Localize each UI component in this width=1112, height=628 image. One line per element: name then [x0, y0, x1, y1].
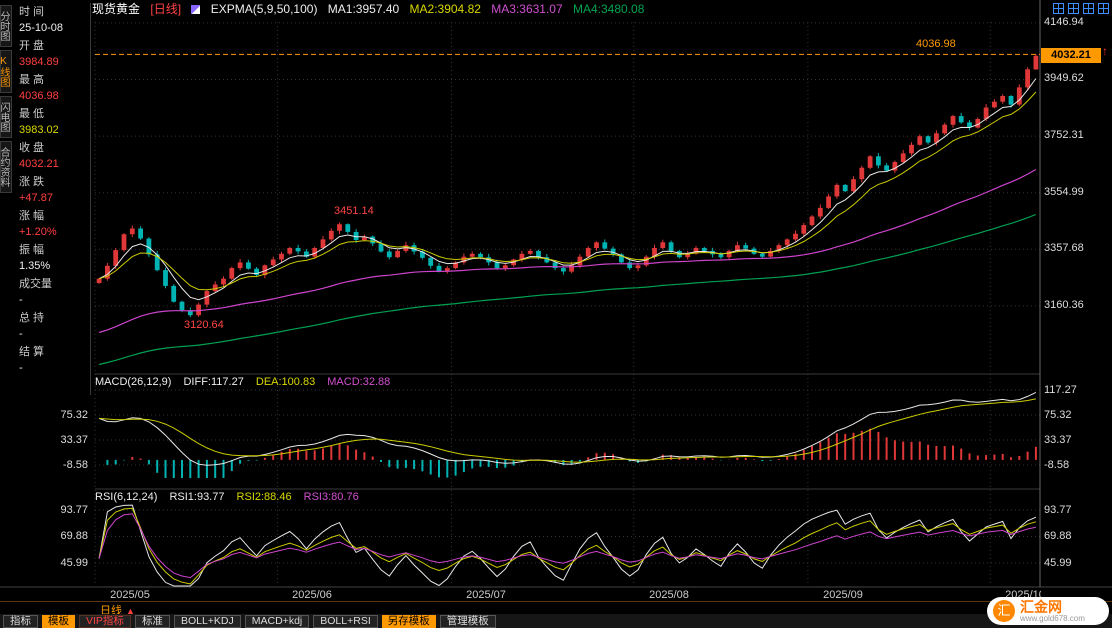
logo-url: www.gold678.com [1020, 613, 1085, 623]
rsi3-value: RSI3:80.76 [303, 491, 359, 503]
annotation-trough: 3120.64 [184, 319, 224, 331]
tab-contract-info[interactable]: 合约资料 [0, 141, 12, 193]
macd-dea-value: DEA:100.83 [255, 376, 316, 388]
button-boll-kdj[interactable]: BOLL+KDJ [173, 615, 241, 628]
chart-header: 现货黄金 [日线] EXPMA(5,9,50,100) MA1:3957.40 … [92, 0, 651, 18]
time-axis-label: 2025/07 [466, 589, 506, 601]
field-volume: 成交量 - [19, 278, 52, 306]
button-boll-rsi[interactable]: BOLL+RSI [313, 615, 378, 628]
rsi1-value: RSI1:93.77 [169, 491, 225, 503]
field-amplitude: 振 幅 1.35% [19, 244, 51, 272]
layout-grid-icon-3[interactable] [1083, 3, 1094, 14]
time-axis-label: 2025/08 [649, 589, 689, 601]
field-change-pct: 涨 幅 +1.20% [19, 210, 57, 238]
field-close: 收 盘 4032.21 [19, 142, 59, 170]
field-open: 开 盘 3984.89 [19, 40, 59, 68]
rsi-axis-label: 69.88 [60, 530, 88, 542]
button-indicators[interactable]: 指标 [3, 615, 38, 628]
macd-panel-header[interactable]: MACD(26,12,9) DIFF:117.27 DEA:100.83 MAC… [95, 376, 399, 389]
layout-icons [1053, 3, 1109, 14]
layout-grid-icon-1[interactable] [1053, 3, 1064, 14]
button-templates[interactable]: 模板 [42, 615, 75, 628]
period-tag[interactable]: [日线] [150, 2, 182, 16]
macd-axis-label: -8.58 [1044, 459, 1070, 471]
period-up-triangle-icon[interactable]: ▲ [126, 606, 135, 616]
ma1-value: MA1:3957.40 [327, 2, 400, 16]
rsi-axis-label: 93.77 [60, 504, 88, 516]
ma2-value: MA2:3904.82 [409, 2, 481, 16]
price-axis-label: 3752.31 [1044, 129, 1084, 141]
rsi-axis-label: 69.88 [1044, 530, 1072, 542]
macd-axis-label: 33.37 [1044, 434, 1072, 446]
rsi2-value: RSI2:88.46 [236, 491, 292, 503]
ma4-value: MA4:3480.08 [573, 2, 645, 16]
period-row: 日线 ▲ [0, 601, 1112, 617]
tab-kline-chart[interactable]: K线图 [0, 50, 12, 93]
layout-grid-icon-4[interactable] [1098, 3, 1109, 14]
indicator-label[interactable]: EXPMA(5,9,50,100) [210, 2, 318, 16]
field-low: 最 低 3983.02 [19, 108, 59, 136]
field-change: 涨 跌 +47.87 [19, 176, 53, 204]
macd-title: MACD(26,12,9) [95, 376, 172, 388]
bottom-toolbar: 指标 模板 VIP指标 标准 BOLL+KDJ MACD+kdj BOLL+RS… [0, 614, 1112, 628]
macd-hist-value: MACD:32.88 [327, 376, 391, 388]
macd-axis-label: -8.58 [62, 459, 88, 471]
rsi-axis-label: 93.77 [1044, 504, 1072, 516]
logo-name: 汇金网 [1020, 598, 1062, 615]
button-save-template[interactable]: 另存模板 [381, 615, 436, 628]
macd-axis-label: 117.27 [1044, 384, 1077, 396]
field-open-interest: 总 持- [19, 312, 45, 340]
field-settlement: 结 算- [19, 346, 45, 374]
ma3-value: MA3:3631.07 [491, 2, 563, 16]
rsi-title: RSI(6,12,24) [95, 491, 158, 503]
rsi-axis-label: 45.99 [60, 557, 88, 569]
annotation-peak: 3451.14 [334, 205, 374, 217]
layout-grid-icon-2[interactable] [1068, 3, 1079, 14]
price-axis-label: 3357.68 [1044, 242, 1084, 254]
macd-axis-label: 33.37 [60, 434, 88, 446]
field-high: 最 高 4036.98 [19, 74, 59, 102]
price-axis-label: 3160.36 [1044, 299, 1084, 311]
price-axis-label: 3554.99 [1044, 186, 1084, 198]
indicator-flag-icon [191, 5, 201, 15]
button-manage-template[interactable]: 管理模板 [439, 615, 496, 628]
button-standard[interactable]: 标准 [134, 615, 170, 628]
field-time: 时 间 25-10-08 [19, 6, 64, 34]
symbol-name: 现货黄金 [92, 2, 141, 16]
time-axis: 2025/05 2025/06 2025/07 2025/08 2025/09 … [0, 589, 1041, 602]
time-axis-label: 2025/09 [823, 589, 863, 601]
macd-diff-value: DIFF:117.27 [183, 376, 244, 388]
macd-axis-label: 75.32 [1044, 409, 1072, 421]
price-axis-label: 4146.94 [1044, 16, 1084, 28]
tab-timeshare-chart[interactable]: 分时图 [0, 5, 12, 47]
macd-axis-label: 75.32 [60, 409, 88, 421]
price-axis-label: 3949.62 [1044, 72, 1084, 84]
time-axis-label: 2025/05 [110, 589, 150, 601]
button-vip-indicators[interactable]: VIP指标 [79, 615, 131, 628]
rsi-panel-header[interactable]: RSI(6,12,24) RSI1:93.77 RSI2:88.46 RSI3:… [95, 491, 368, 504]
time-axis-label: 2025/06 [292, 589, 332, 601]
logo-icon: 汇 [993, 600, 1015, 622]
button-macd-kdj[interactable]: MACD+kdj [244, 615, 310, 628]
site-logo[interactable]: 汇 汇金网 www.gold678.com [987, 597, 1109, 625]
annotation-session-high: 4036.98 [916, 38, 956, 50]
tab-lightning-chart[interactable]: 闪电图 [0, 96, 12, 138]
rsi-axis-label: 45.99 [1044, 557, 1072, 569]
current-price-badge: 4032.21 [1041, 48, 1101, 63]
quote-info-panel: 时 间 25-10-08 开 盘 3984.89 最 高 4036.98 最 低 398… [14, 3, 91, 395]
price-up-arrow-icon: ↑ [1102, 44, 1108, 58]
left-tab-strip: 分时图 K线图 闪电图 合约资料 [0, 5, 14, 196]
